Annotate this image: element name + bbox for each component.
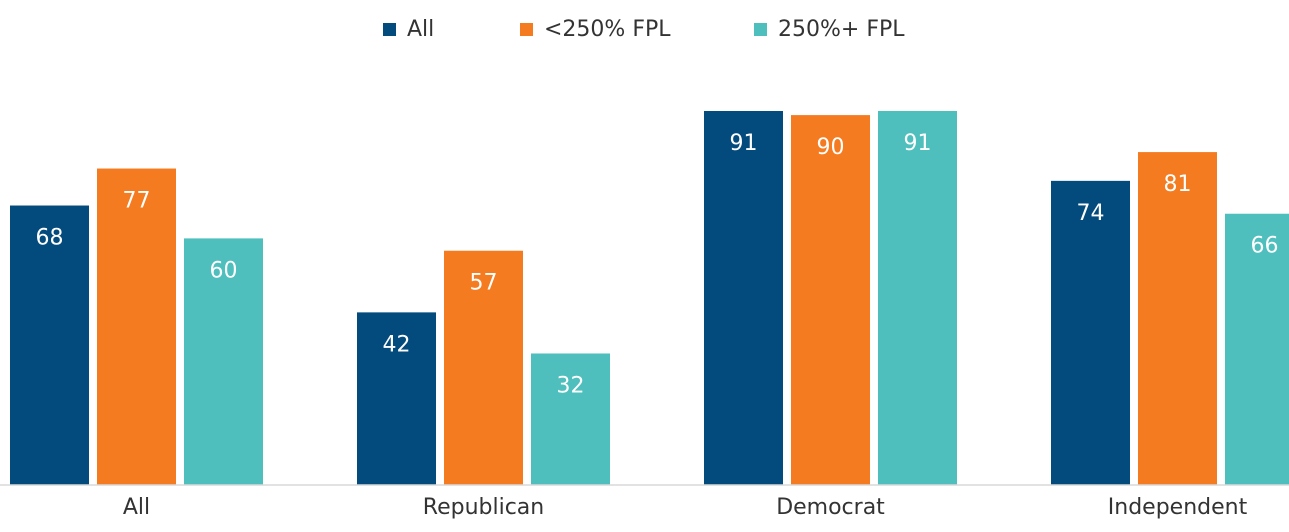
bar: [1225, 213, 1289, 486]
bar: [97, 168, 176, 485]
legend-label: 250%+ FPL: [778, 17, 905, 42]
data-label: 90: [817, 135, 845, 160]
data-label: 32: [557, 373, 585, 398]
bar: [444, 250, 523, 485]
data-label: 77: [123, 189, 151, 214]
bar: [531, 353, 610, 485]
data-label: 91: [904, 131, 932, 156]
bar: [704, 110, 783, 486]
legend-swatch: [383, 23, 396, 36]
bar: [1051, 180, 1130, 486]
data-label: 57: [470, 271, 498, 296]
data-label: 66: [1251, 234, 1279, 259]
bar: [791, 115, 870, 485]
x-tick-label: Democrat: [776, 495, 885, 520]
bar: [1138, 152, 1217, 485]
legend-label: <250% FPL: [544, 17, 671, 42]
data-label: 68: [36, 226, 64, 251]
bar: [357, 312, 436, 485]
data-label: 74: [1077, 201, 1105, 226]
data-label: 81: [1164, 172, 1192, 197]
x-tick-label: Republican: [423, 495, 544, 520]
bar: [10, 205, 89, 485]
data-label: 91: [730, 131, 758, 156]
x-tick-label: All: [123, 495, 150, 520]
data-label: 60: [210, 258, 238, 283]
legend-swatch: [520, 23, 533, 36]
x-tick-label: Independent: [1108, 495, 1248, 520]
bar: [878, 110, 957, 486]
legend-label: All: [407, 17, 434, 42]
legend-swatch: [754, 23, 767, 36]
bar: [184, 238, 263, 485]
data-label: 42: [383, 332, 411, 357]
